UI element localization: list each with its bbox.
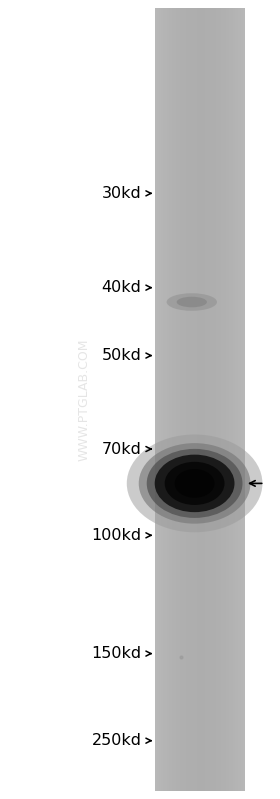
Ellipse shape [177,296,207,308]
Bar [234,8,235,791]
Bar [164,8,165,791]
Bar [228,8,229,791]
Bar [206,8,207,791]
Bar [229,8,230,791]
Bar [178,8,179,791]
Bar [204,8,205,791]
Bar [238,8,239,791]
Bar [155,8,245,791]
Bar [233,8,234,791]
Ellipse shape [139,443,251,523]
Bar [181,8,182,791]
Bar [183,8,185,791]
Bar [165,8,167,791]
Bar [217,8,218,791]
Bar [219,8,220,791]
Text: 250kd: 250kd [91,733,141,748]
Ellipse shape [167,293,217,311]
Bar [193,8,195,791]
Bar [230,8,232,791]
Bar [242,8,243,791]
Bar [192,8,193,791]
Bar [243,8,244,791]
Bar [180,8,181,791]
Text: 100kd: 100kd [91,528,141,543]
Bar [176,8,177,791]
Bar [202,8,204,791]
Bar [214,8,215,791]
Text: 70kd: 70kd [102,442,141,456]
Bar [196,8,197,791]
Bar [162,8,163,791]
Bar [188,8,189,791]
Bar [232,8,233,791]
Bar [172,8,173,791]
Bar [195,8,196,791]
Bar [216,8,217,791]
Bar [160,8,161,791]
Bar [191,8,192,791]
Bar [167,8,168,791]
Bar [225,8,226,791]
Text: 40kd: 40kd [102,280,141,295]
Bar [215,8,216,791]
Bar [220,8,221,791]
Bar [155,8,157,791]
Bar [235,8,236,791]
Ellipse shape [155,455,235,512]
Ellipse shape [147,449,242,518]
Bar [227,8,228,791]
Bar [159,8,160,791]
Text: 30kd: 30kd [102,186,141,201]
Bar [201,8,202,791]
Bar [197,8,198,791]
Bar [209,8,210,791]
Bar [224,8,225,791]
Bar [163,8,164,791]
Bar [239,8,241,791]
Bar [185,8,186,791]
Bar [157,8,158,791]
Bar [200,8,201,791]
Bar [189,8,190,791]
Bar [211,8,213,791]
Bar [173,8,174,791]
Bar [237,8,238,791]
Bar [205,8,206,791]
Bar [182,8,183,791]
Bar [158,8,159,791]
Text: 150kd: 150kd [91,646,141,661]
Bar [170,8,171,791]
Bar [199,8,200,791]
Bar [177,8,178,791]
Bar [161,8,162,791]
Bar [207,8,208,791]
Bar [244,8,245,791]
Bar [168,8,169,791]
Text: 50kd: 50kd [102,348,141,363]
Bar [187,8,188,791]
Bar [190,8,191,791]
Bar [169,8,170,791]
Bar [174,8,176,791]
Bar [218,8,219,791]
Bar [226,8,227,791]
Bar [210,8,211,791]
Text: WWW.PTGLAB.COM: WWW.PTGLAB.COM [78,338,90,461]
Bar [221,8,223,791]
Bar [198,8,199,791]
Bar [223,8,224,791]
Bar [213,8,214,791]
Ellipse shape [165,462,225,505]
Bar [208,8,209,791]
Bar [179,8,180,791]
Bar [186,8,187,791]
Bar [236,8,237,791]
Bar [171,8,172,791]
Bar [241,8,242,791]
Ellipse shape [127,435,262,532]
Ellipse shape [175,469,214,498]
